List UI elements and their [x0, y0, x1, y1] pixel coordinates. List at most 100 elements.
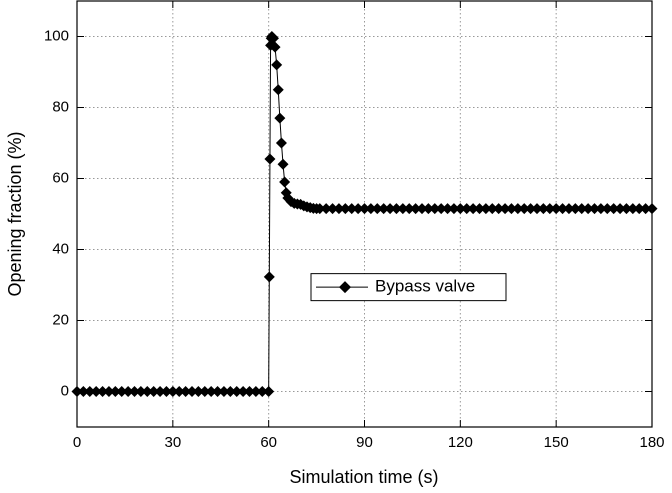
- marker: [135, 386, 147, 397]
- marker: [378, 203, 390, 215]
- marker: [154, 386, 166, 397]
- marker: [320, 203, 332, 215]
- marker: [422, 203, 434, 215]
- y-tick-label: 80: [52, 98, 69, 115]
- marker: [327, 203, 339, 215]
- marker: [314, 203, 326, 215]
- marker: [416, 203, 428, 215]
- y-tick-label: 60: [52, 169, 69, 186]
- marker: [397, 203, 409, 215]
- marker: [272, 84, 284, 96]
- marker: [244, 386, 255, 397]
- marker: [614, 203, 626, 215]
- y-tick-label: 100: [44, 27, 69, 44]
- marker: [205, 386, 217, 397]
- marker: [77, 386, 89, 397]
- marker: [518, 203, 530, 215]
- marker: [218, 386, 230, 397]
- y-tick-label: 20: [52, 311, 69, 328]
- marker: [633, 203, 645, 215]
- marker: [582, 203, 594, 215]
- x-tick-label: 150: [544, 434, 569, 451]
- marker: [267, 32, 279, 44]
- marker: [359, 203, 370, 215]
- marker: [454, 203, 466, 215]
- marker: [589, 203, 600, 215]
- marker: [167, 386, 179, 397]
- marker: [148, 386, 160, 397]
- marker: [84, 386, 96, 397]
- marker: [90, 386, 102, 397]
- marker: [122, 386, 134, 397]
- marker: [192, 386, 204, 397]
- marker: [384, 203, 396, 215]
- marker: [250, 386, 262, 397]
- marker: [595, 203, 607, 215]
- marker: [141, 386, 153, 397]
- marker: [237, 386, 249, 397]
- marker: [390, 203, 402, 215]
- legend: Bypass valve: [310, 273, 507, 302]
- marker: [97, 386, 109, 397]
- x-tick-label: 90: [356, 434, 373, 451]
- marker: [279, 176, 291, 188]
- y-axis-label: Opening fraction (%): [5, 131, 25, 296]
- marker: [277, 158, 289, 170]
- marker: [274, 112, 286, 124]
- marker: [620, 203, 632, 215]
- marker: [601, 203, 613, 215]
- marker: [557, 203, 569, 215]
- marker: [352, 203, 364, 215]
- marker: [493, 203, 505, 215]
- marker: [339, 203, 351, 215]
- marker: [403, 203, 415, 215]
- x-tick-label: 60: [260, 434, 277, 451]
- marker: [231, 386, 243, 397]
- marker: [180, 386, 192, 397]
- marker: [505, 203, 517, 215]
- legend-marker: [339, 281, 351, 294]
- marker: [499, 203, 511, 215]
- marker: [608, 203, 620, 215]
- legend-box: [310, 273, 507, 302]
- marker: [410, 203, 422, 215]
- marker: [71, 386, 83, 397]
- marker: [129, 386, 140, 397]
- x-tick-label: 180: [639, 434, 664, 451]
- marker: [256, 386, 268, 397]
- marker: [429, 203, 441, 215]
- marker: [544, 203, 556, 215]
- marker: [627, 203, 639, 215]
- marker: [365, 203, 377, 215]
- marker: [103, 386, 115, 397]
- marker: [263, 271, 275, 283]
- marker: [160, 386, 172, 397]
- marker: [467, 203, 479, 215]
- marker: [346, 203, 358, 215]
- marker: [486, 203, 498, 215]
- marker: [199, 386, 211, 397]
- marker: [480, 203, 492, 215]
- marker: [537, 203, 549, 215]
- y-tick-label: 40: [52, 240, 69, 257]
- marker: [531, 203, 543, 215]
- marker: [563, 203, 575, 215]
- x-tick-label: 0: [73, 434, 81, 451]
- y-tick-label: 0: [61, 382, 69, 399]
- marker: [442, 203, 454, 215]
- marker: [109, 386, 121, 397]
- marker: [186, 386, 198, 397]
- marker: [275, 137, 287, 149]
- marker: [173, 386, 185, 397]
- marker: [569, 203, 581, 215]
- x-tick-label: 30: [164, 434, 181, 451]
- marker: [269, 41, 281, 53]
- marker: [576, 203, 588, 215]
- marker: [640, 203, 652, 215]
- marker: [474, 203, 485, 215]
- marker: [512, 203, 524, 215]
- marker: [435, 203, 447, 215]
- marker: [646, 203, 658, 215]
